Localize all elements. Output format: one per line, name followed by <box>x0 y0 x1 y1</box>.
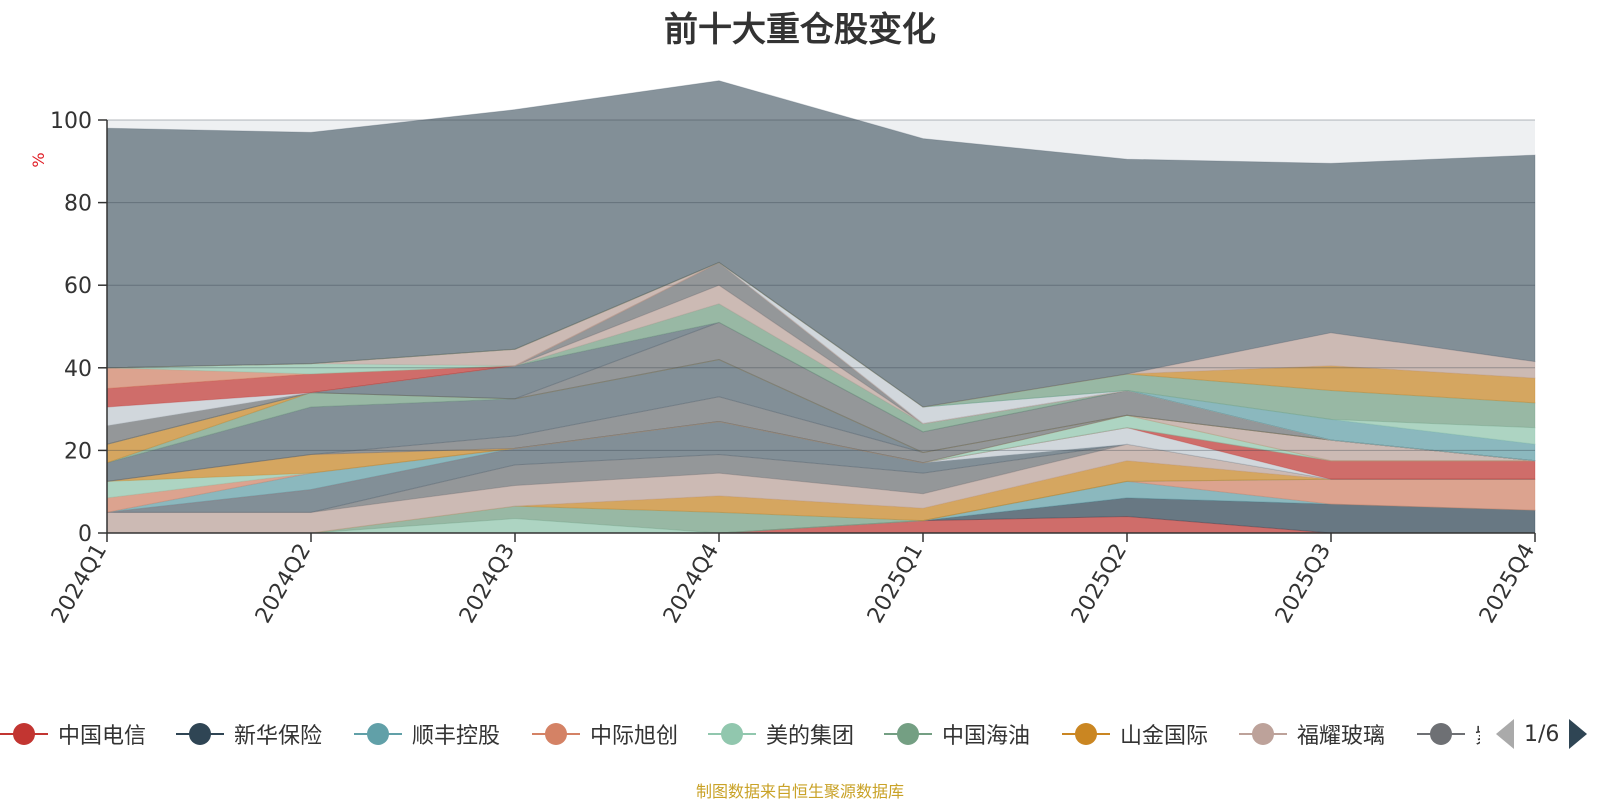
y-tick-label: 0 <box>78 522 92 547</box>
legend-marker-icon <box>354 722 402 746</box>
area-series-33[interactable] <box>106 261 1536 462</box>
legend-label: 福耀玻璃 <box>1297 724 1386 749</box>
x-tick-label: 2025Q2 <box>1067 540 1132 628</box>
area-series-35[interactable] <box>106 261 1536 429</box>
legend-item[interactable]: 顺丰控股 <box>354 716 500 752</box>
x-tick-label: 2024Q4 <box>659 540 724 628</box>
legend-marker-icon <box>176 722 224 746</box>
legend-marker-icon <box>708 722 756 746</box>
legend-pager: 1/6 <box>1496 716 1588 752</box>
legend-marker-icon <box>0 722 48 746</box>
legend-item[interactable]: 福耀玻璃 <box>1239 716 1385 752</box>
legend: 中国电信 新华保险 顺丰控股 中际旭创 美的集团 中国海油 山金国际 福耀玻璃 紫 1/6 <box>0 716 1600 752</box>
legend-next-page-button[interactable] <box>1569 719 1588 749</box>
legend-label: 中际旭创 <box>590 724 679 749</box>
legend-label: 中国电信 <box>58 724 147 749</box>
legend-label: 美的集团 <box>766 724 855 749</box>
legend-label: 顺丰控股 <box>412 724 501 749</box>
legend-marker-icon <box>1239 722 1287 746</box>
x-tick-label: 2024Q1 <box>47 540 112 628</box>
x-tick-label: 2025Q1 <box>863 540 928 628</box>
x-tick-label: 2024Q2 <box>251 540 316 628</box>
legend-items: 中国电信 新华保险 顺丰控股 中际旭创 美的集团 中国海油 山金国际 福耀玻璃 紫 <box>0 716 1480 752</box>
source-note: 制图数据来自恒生聚源数据库 <box>695 782 904 801</box>
area-series-34[interactable] <box>106 261 1536 445</box>
y-axis-label: % <box>29 152 48 167</box>
area-series-12[interactable] <box>106 420 1536 513</box>
y-tick-label: 20 <box>64 439 92 464</box>
legend-item[interactable]: 紫 <box>1417 716 1480 752</box>
stacked-area-chart: 0 20 40 60 80 100 2024Q1 2024Q2 2024Q3 2024Q4 202… <box>29 80 1540 628</box>
area-series-36[interactable] <box>106 261 1536 408</box>
legend-label: 新华保险 <box>234 724 323 749</box>
y-tick-label: 80 <box>64 192 92 217</box>
y-tick-label: 60 <box>64 274 92 299</box>
legend-prev-page-button[interactable] <box>1496 719 1514 749</box>
legend-label: 中国海油 <box>942 724 1031 749</box>
legend-marker-icon <box>1417 722 1465 746</box>
area-series-6[interactable] <box>107 478 1535 534</box>
legend-item[interactable]: 中际旭创 <box>532 716 678 752</box>
legend-page-indicator: 1/6 <box>1524 721 1560 747</box>
y-tick-label: 40 <box>64 357 92 382</box>
chart-title: 前十大重仓股变化 <box>664 10 936 50</box>
x-tick-label: 2025Q4 <box>1475 540 1540 628</box>
legend-marker-icon <box>1062 722 1110 746</box>
legend-item[interactable]: 美的集团 <box>708 716 854 752</box>
legend-item[interactable]: 新华保险 <box>176 716 322 752</box>
area-series-38[interactable] <box>106 80 1536 408</box>
legend-marker-icon <box>532 722 580 746</box>
legend-marker-icon <box>884 722 932 746</box>
legend-label: 山金国际 <box>1120 724 1209 749</box>
x-tick-label: 2025Q3 <box>1271 540 1336 628</box>
y-tick-label: 100 <box>50 109 92 134</box>
x-tick-label: 2024Q3 <box>455 540 520 628</box>
area-series-37[interactable] <box>106 261 1536 408</box>
legend-item[interactable]: 中国电信 <box>0 716 146 752</box>
legend-label: 紫 <box>1475 718 1480 750</box>
legend-item[interactable]: 中国海油 <box>884 716 1030 752</box>
legend-item[interactable]: 山金国际 <box>1062 716 1208 752</box>
area-series-7[interactable] <box>107 460 1535 534</box>
